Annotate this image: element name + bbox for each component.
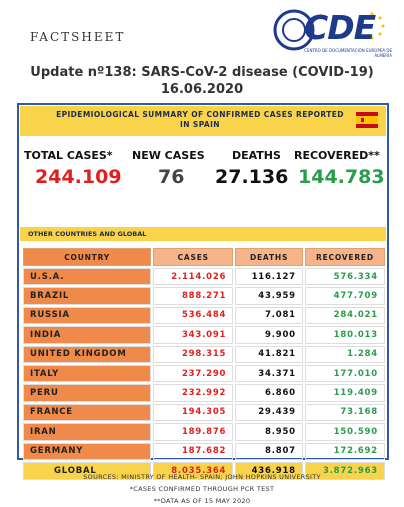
- summary-header: [20, 106, 386, 136]
- table-cell: PERU: [23, 384, 152, 402]
- table-cell: 3.872.963: [304, 461, 385, 480]
- table-cell: 150.590: [304, 423, 385, 441]
- table-cell: 536.484: [153, 306, 234, 325]
- stat-value: 76: [158, 166, 185, 188]
- table-cell: 576.334: [304, 268, 385, 286]
- logo: [273, 9, 385, 51]
- table-cell: 6.860: [235, 384, 303, 402]
- table-cell: 436.918: [235, 461, 303, 480]
- footer: SOURCES: MINISTRY OF HEALTH- SPAIN; JOHN…: [0, 471, 404, 507]
- stat-label: TOTAL CASES*: [24, 149, 113, 162]
- footer-line: *CASES CONFIRMED THROUGH PCR TEST: [129, 485, 275, 493]
- table-cell: 8.035.364: [153, 461, 234, 480]
- table-row: GERMANY 187.682 8.807 172.692: [23, 442, 385, 460]
- column-header: DEATHS: [235, 248, 303, 266]
- table-cell: 180.013: [304, 326, 385, 344]
- title-line: Update nº138: SARS-CoV-2 disease (COVID-…: [30, 65, 374, 80]
- table-cell: UNITED KINGDOM: [23, 345, 152, 363]
- stat-value: 244.109: [35, 166, 122, 188]
- table-cell: 343.091: [153, 326, 234, 344]
- stat-value: 144.783: [298, 166, 385, 188]
- table-cell: GLOBAL: [23, 461, 152, 480]
- table-cell: 119.409: [304, 384, 385, 402]
- column-header: COUNTRY: [23, 248, 152, 266]
- table-cell: 237.290: [153, 364, 234, 383]
- table-cell: ITALY: [23, 364, 152, 383]
- logo-text: CDE: [304, 8, 376, 47]
- column-header: CASES: [153, 248, 234, 266]
- table-cell: IRAN: [23, 423, 152, 441]
- table-row: GLOBAL 8.035.364 436.918 3.872.963: [23, 461, 385, 480]
- other-heading: OTHER COUNTRIES AND GLOBAL: [20, 227, 386, 241]
- stat-label: RECOVERED**: [294, 149, 380, 162]
- factsheet: FACTSHEET: [30, 30, 126, 44]
- table-cell: 43.959: [235, 287, 303, 305]
- table-cell: 9.900: [235, 326, 303, 344]
- table-cell: 172.692: [304, 442, 385, 460]
- table-cell: 177.010: [304, 364, 385, 383]
- table-cell: 116.127: [235, 268, 303, 286]
- stat-label: DEATHS: [232, 149, 281, 162]
- table-cell: 187.682: [153, 442, 234, 460]
- title-date: 16.06.2020: [160, 82, 244, 97]
- table-row: ITALY 237.290 34.371 177.010: [23, 364, 385, 383]
- table-cell: GERMANY: [23, 442, 152, 460]
- table-cell: U.S.A.: [23, 268, 152, 286]
- table-cell: FRANCE: [23, 403, 152, 422]
- table-cell: 298.315: [153, 345, 234, 363]
- table-cell: 888.271: [153, 287, 234, 305]
- table-row: U.S.A. 2.114.026 116.127 576.334: [23, 268, 385, 286]
- country-table: COUNTRY CASES DEATHS RECOVERED U.S.A. 2.114.0…: [21, 246, 387, 482]
- table-row: UNITED KINGDOM 298.315 41.821 1.284: [23, 345, 385, 363]
- table-cell: 8.950: [235, 423, 303, 441]
- table-cell: 1.284: [304, 345, 385, 363]
- table-cell: 29.439: [235, 403, 303, 422]
- table-cell: 73.168: [304, 403, 385, 422]
- table-row: RUSSIA 536.484 7.081 284.021: [23, 306, 385, 325]
- table-cell: 34.371: [235, 364, 303, 383]
- table-cell: 7.081: [235, 306, 303, 325]
- table-cell: 41.821: [235, 345, 303, 363]
- table-row: INDIA 343.091 9.900 180.013: [23, 326, 385, 344]
- table-cell: 2.114.026: [153, 268, 234, 286]
- table-row: PERU 232.992 6.860 119.409: [23, 384, 385, 402]
- table-cell: RUSSIA: [23, 306, 152, 325]
- column-header: RECOVERED: [304, 248, 385, 266]
- table-cell: 189.876: [153, 423, 234, 441]
- table-row: BRAZIL 888.271 43.959 477.709: [23, 287, 385, 305]
- summary-heading: EPIDEMIOLOGICAL SUMMARY OF CONFIRMED CAS…: [56, 110, 344, 129]
- table-row: FRANCE 194.305 29.439 73.168: [23, 403, 385, 422]
- table-cell: 8.807: [235, 442, 303, 460]
- stat-value: 27.136: [215, 166, 289, 188]
- footer-line: **DATA AS OF 15 MAY 2020: [153, 497, 251, 505]
- footer-line: SOURCES: MINISTRY OF HEALTH- SPAIN; JOHN…: [83, 473, 321, 481]
- table-cell: 477.709: [304, 287, 385, 305]
- logo-subtitle: CENTRO DE DOCUMENTACIÓN EUROPEA DE ALMER…: [304, 48, 392, 58]
- table-cell: INDIA: [23, 326, 152, 344]
- table-cell: BRAZIL: [23, 287, 152, 305]
- table-cell: 194.305: [153, 403, 234, 422]
- spain-flag: [356, 112, 378, 128]
- table-cell: 284.021: [304, 306, 385, 325]
- title: Update nº138: SARS-CoV-2 disease (COVID-…: [0, 64, 404, 98]
- table-cell: 232.992: [153, 384, 234, 402]
- table-row: IRAN 189.876 8.950 150.590: [23, 423, 385, 441]
- stat-label: NEW CASES: [132, 149, 205, 162]
